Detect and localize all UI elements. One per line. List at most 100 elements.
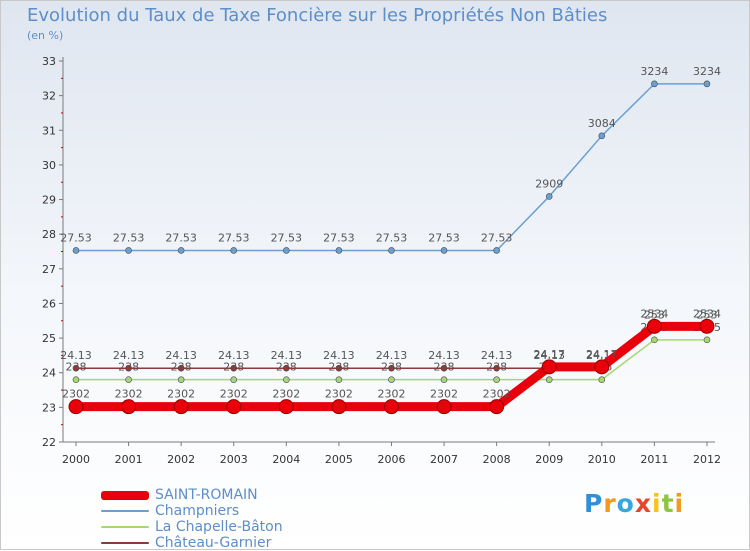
point-la-chapelle-baton-2009 [545,376,553,383]
proxiti-logo: Proxiti [584,489,684,518]
data-label-saint-romain-2008: 2302 [483,388,511,401]
data-label-champniers-2008: 27.53 [481,231,513,244]
data-label-chateau-garnier-2001: 24.13 [113,349,145,362]
x-tick-label-2009: 2009 [535,453,563,466]
point-la-chapelle-baton-2006 [388,376,395,383]
point-champniers-2003 [230,247,238,254]
x-tick-label-2000: 2000 [62,453,90,466]
data-label-chateau-garnier-2004: 24.13 [271,349,303,362]
data-label-champniers-2003: 27.53 [218,231,250,244]
logo-letter-5: i [652,489,662,518]
x-tick-label-2005: 2005 [325,453,353,466]
x-tick-label-2012: 2012 [693,453,721,466]
x-tick-label-2011: 2011 [640,453,668,466]
point-chateau-garnier-2003 [230,364,238,372]
logo-letter-1: P [584,489,604,518]
data-label-chateau-garnier-2005: 24.13 [323,349,355,362]
y-tick-label-24: 24 [42,367,56,380]
point-saint-romain-2001 [121,399,137,415]
logo-letter-2: r [603,489,617,518]
x-tick-label-2006: 2006 [377,453,405,466]
data-label-champniers-2010: 3084 [588,117,616,130]
y-tick-label-27: 27 [42,263,56,276]
logo-letter-6: t [661,489,675,518]
y-tick-label-25: 25 [42,332,56,345]
data-label-saint-romain-2003: 2302 [220,388,248,401]
legend-item-la-chapelle-baton: La Chapelle-Bâton [101,519,283,535]
data-label-saint-romain-2007: 2302 [430,388,458,401]
data-label-chateau-garnier-2003: 24.13 [218,349,250,362]
point-saint-romain-2012 [699,318,715,334]
chart-subtitle: (en %) [27,29,64,42]
point-champniers-2007 [440,247,448,254]
point-saint-romain-2010 [594,359,610,375]
legend-label-champniers: Champniers [155,503,240,519]
point-champniers-2009 [545,193,553,200]
legend-label-chateau-garnier: Château-Garnier [155,535,272,551]
y-tick-label-33: 33 [42,55,56,68]
point-la-chapelle-baton-2010 [598,376,606,383]
point-champniers-2006 [388,247,395,254]
point-chateau-garnier-2008 [493,364,500,372]
point-la-chapelle-baton-2008 [493,376,500,383]
data-label-saint-romain-2010: 24.17 [586,348,618,361]
y-tick-label-32: 32 [42,90,56,103]
data-label-chateau-garnier-2009: 24.13 [533,349,565,362]
data-label-chateau-garnier-2007: 24.13 [428,349,460,362]
legend: SAINT-ROMAIN Champniers La Chapelle-Bâto… [101,487,283,551]
legend-label-la-chapelle-baton: La Chapelle-Bâton [155,519,283,535]
point-saint-romain-2003 [226,399,242,415]
point-champniers-2008 [493,247,500,254]
data-label-saint-romain-2006: 2302 [377,388,405,401]
point-saint-romain-2005 [331,399,347,415]
data-label-saint-romain-2001: 2302 [115,388,143,401]
data-label-saint-romain-2011: 2534 [640,307,668,320]
data-label-saint-romain-2009: 24.17 [533,348,565,361]
point-champniers-2004 [283,247,290,254]
point-la-chapelle-baton-2000 [72,376,80,383]
legend-swatch-saint-romain [101,490,149,500]
x-tick-label-2008: 2008 [483,453,511,466]
point-saint-romain-2009 [541,359,557,375]
point-la-chapelle-baton-2012 [703,336,711,344]
x-tick-label-2003: 2003 [220,453,248,466]
point-la-chapelle-baton-2007 [440,376,448,383]
x-tick-label-2002: 2002 [167,453,195,466]
data-label-champniers-2012: 3234 [693,65,721,78]
point-saint-romain-2006 [383,399,399,415]
y-tick-label-31: 31 [42,124,56,137]
y-tick-label-30: 30 [42,159,56,172]
data-label-chateau-garnier-2002: 24.13 [165,349,197,362]
data-label-saint-romain-2004: 2302 [272,388,300,401]
series-line-champniers [75,83,708,252]
data-label-champniers-2002: 27.53 [165,231,197,244]
point-la-chapelle-baton-2001 [125,376,132,383]
point-la-chapelle-baton-2005 [335,376,343,383]
point-la-chapelle-baton-2004 [283,376,290,383]
point-saint-romain-2002 [173,399,189,415]
data-label-champniers-2006: 27.53 [376,231,408,244]
data-label-chateau-garnier-2012: 253 [696,309,717,322]
point-champniers-2005 [335,247,343,254]
x-tick-label-2007: 2007 [430,453,458,466]
point-saint-romain-2008 [489,399,505,415]
point-la-chapelle-baton-2003 [230,376,238,383]
data-label-saint-romain-2000: 2302 [62,388,90,401]
data-label-saint-romain-2012: 2534 [693,307,721,320]
point-la-chapelle-baton-2011 [651,336,658,344]
y-tick-label-29: 29 [42,194,56,207]
x-tick-label-2004: 2004 [272,453,300,466]
point-champniers-2002 [177,247,185,254]
point-chateau-garnier-2004 [283,364,290,372]
y-tick-label-23: 23 [42,401,56,414]
point-champniers-2010 [598,132,606,140]
data-label-champniers-2005: 27.53 [323,231,355,244]
point-chateau-garnier-2007 [440,364,448,372]
data-label-chateau-garnier-2000: 24.13 [60,349,92,362]
point-chateau-garnier-2000 [72,364,80,372]
data-label-champniers-2009: 2909 [535,177,563,190]
logo-letter-3: o [616,489,635,518]
y-tick-label-22: 22 [42,436,56,449]
